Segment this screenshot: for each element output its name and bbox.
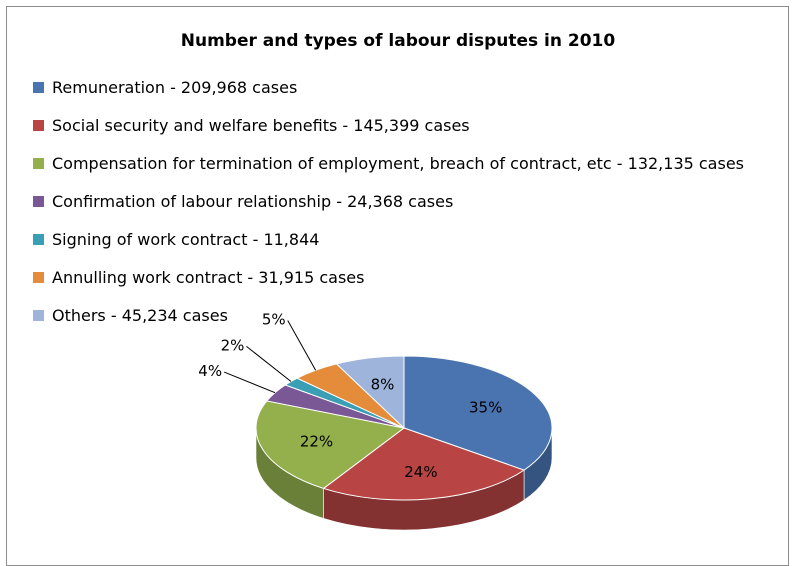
legend-item-others: Others - 45,234 cases — [33, 306, 228, 325]
legend-label: Signing of work contract - 11,844 — [52, 230, 320, 249]
pie-chart: 35% 24% 22% 4% 2% 5% 8% — [198, 311, 553, 531]
pie-slice — [255, 400, 406, 489]
legend-item-compensation: Compensation for termination of employme… — [33, 154, 744, 173]
percent-label: 22% — [300, 432, 333, 450]
legend-label: Compensation for termination of employme… — [52, 154, 744, 173]
leader-line — [246, 345, 292, 382]
legend-swatch — [33, 272, 44, 283]
pie-slice — [403, 355, 553, 471]
legend-item-remuneration: Remuneration - 209,968 cases — [33, 78, 297, 97]
legend-label: Others - 45,234 cases — [52, 306, 228, 325]
leader-line — [223, 371, 276, 394]
chart-title: Number and types of labour disputes in 2… — [180, 31, 616, 51]
legend-swatch — [33, 234, 44, 245]
legend-item-signing: Signing of work contract - 11,844 — [33, 230, 319, 249]
percent-label: 2% — [221, 336, 245, 354]
legend-swatch — [33, 158, 44, 169]
leader-line — [287, 320, 317, 371]
pie-slice — [335, 355, 405, 430]
legend-swatch — [33, 120, 44, 131]
legend-label: Remuneration - 209,968 cases — [52, 78, 298, 97]
legend-label: Confirmation of labour relationship - 24… — [52, 192, 454, 211]
percent-label: 8% — [371, 376, 395, 394]
percent-label: 5% — [262, 311, 286, 329]
percent-label: 24% — [404, 463, 437, 481]
legend-label: Social security and welfare benefits - 1… — [52, 116, 470, 135]
legend-swatch — [33, 310, 44, 321]
legend-swatch — [33, 196, 44, 207]
legend-swatch — [33, 82, 44, 93]
percent-label: 35% — [469, 399, 502, 417]
legend-item-confirmation: Confirmation of labour relationship - 24… — [33, 192, 453, 211]
legend-item-social-security: Social security and welfare benefits - 1… — [33, 116, 470, 135]
legend-item-annulling: Annulling work contract - 31,915 cases — [33, 268, 364, 287]
legend-label: Annulling work contract - 31,915 cases — [52, 268, 365, 287]
pie-slice — [322, 427, 526, 501]
percent-label: 4% — [198, 362, 222, 380]
